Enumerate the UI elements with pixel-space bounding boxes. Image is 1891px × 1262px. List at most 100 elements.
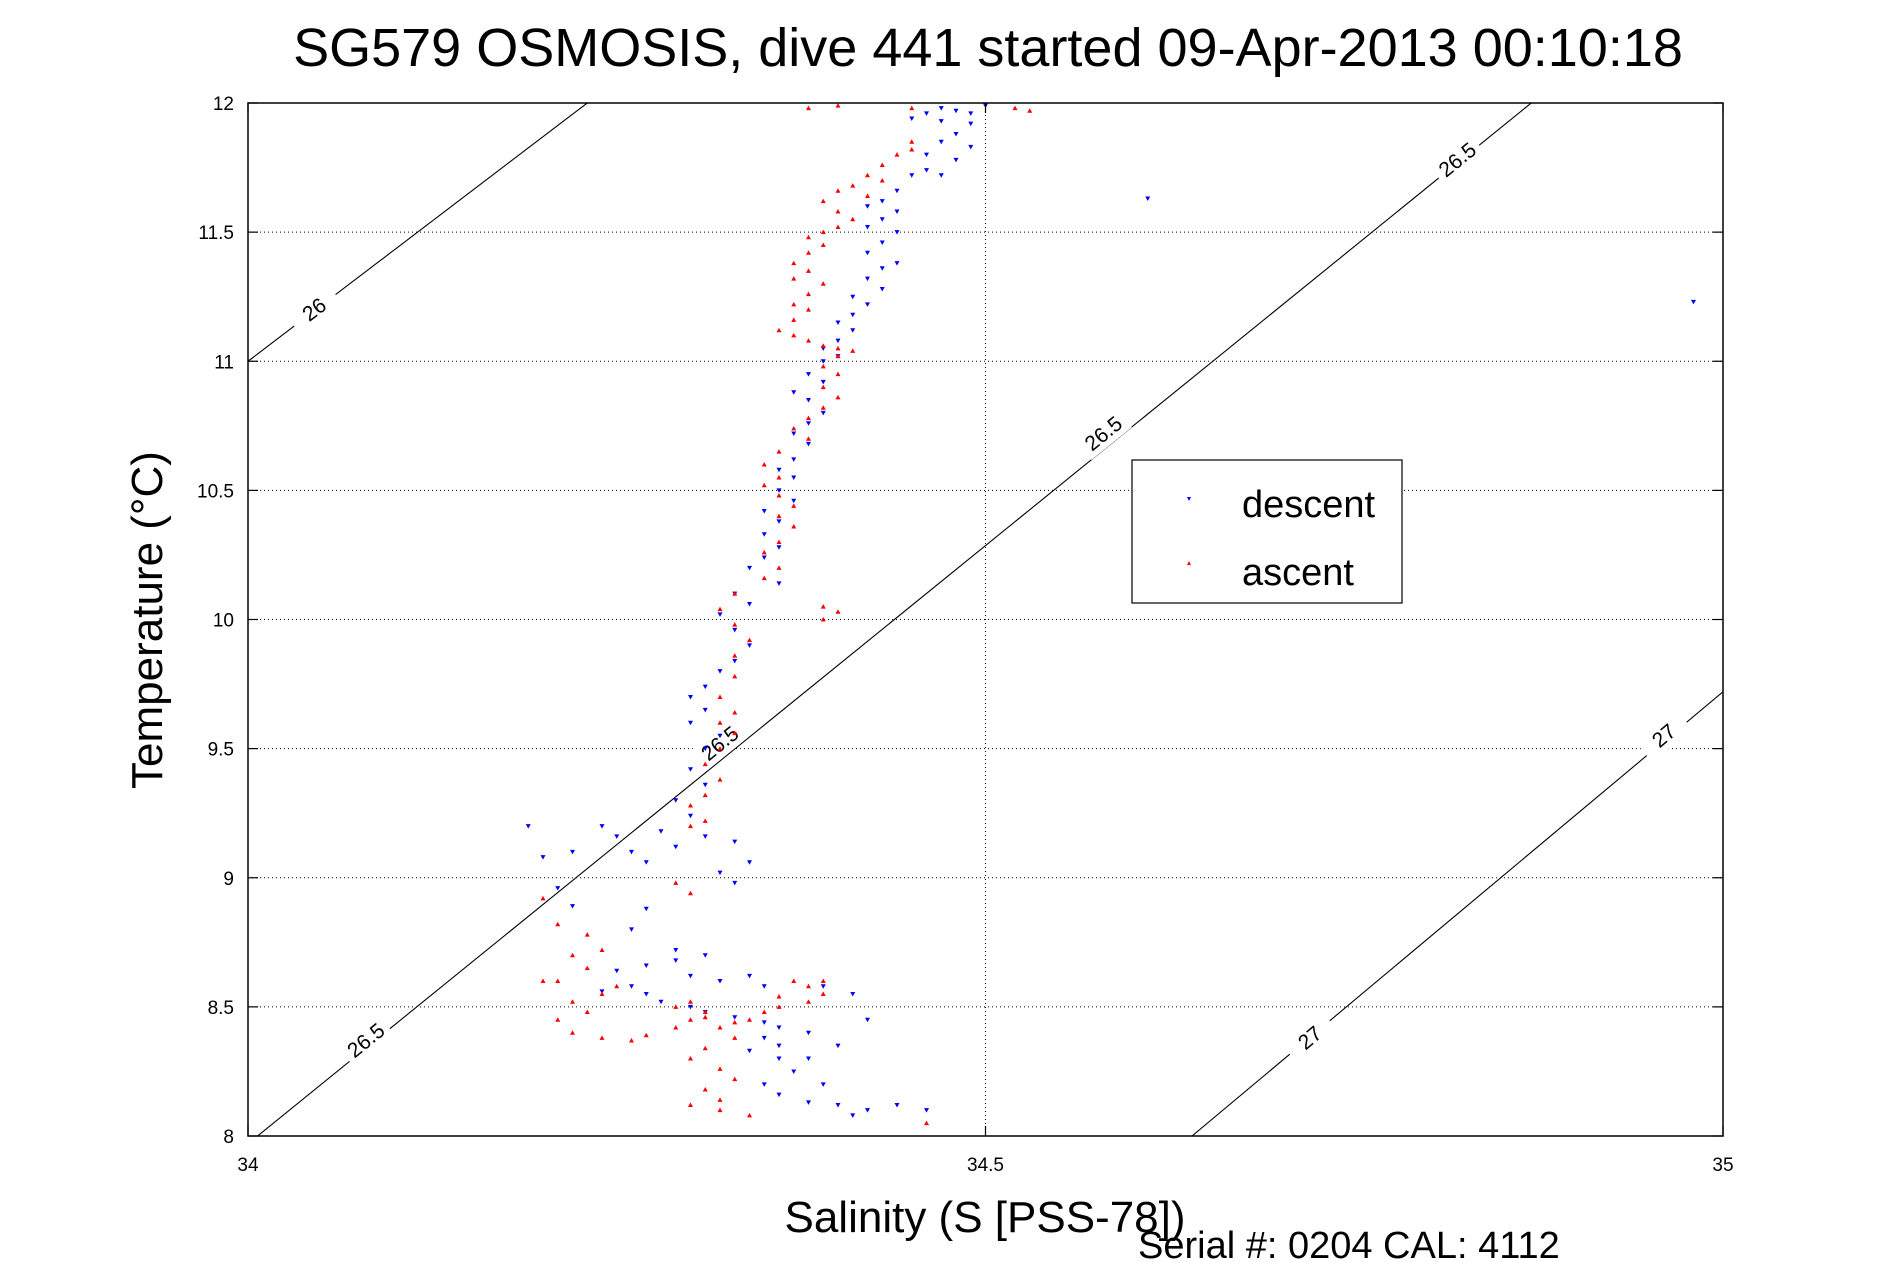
ascent-point <box>688 823 693 829</box>
ascent-point <box>776 565 782 570</box>
ascent-point <box>776 539 782 545</box>
x-tick-label: 34.5 <box>967 1155 1004 1176</box>
ascent-point <box>629 1037 634 1043</box>
descent-point <box>791 498 797 504</box>
descent-point <box>614 968 620 974</box>
descent-point <box>850 294 856 300</box>
descent-point <box>747 860 752 865</box>
descent-point <box>850 328 856 333</box>
ascent-point <box>806 250 811 255</box>
isopycnal-label-bg <box>1429 133 1486 187</box>
ascent-point <box>702 1014 708 1020</box>
descent-point <box>688 720 693 726</box>
descent-point <box>702 684 708 690</box>
ascent-point <box>879 162 885 167</box>
ascent-point <box>806 436 811 441</box>
ascent-point <box>702 792 708 798</box>
ascent-point <box>702 1087 708 1092</box>
ascent-point <box>761 462 767 467</box>
ascent-point <box>584 1009 590 1015</box>
descent-point <box>820 359 826 364</box>
isopycnal-label-bg <box>691 716 749 770</box>
descent-point <box>540 855 546 860</box>
descent-point <box>688 973 693 979</box>
y-tick-label: 10.5 <box>197 481 234 502</box>
x-axis-label: Salinity (S [PSS-78]) <box>784 1193 1185 1242</box>
descent-point <box>732 880 738 886</box>
descent-point <box>732 1015 738 1020</box>
ascent-point <box>806 234 811 240</box>
descent-point <box>791 457 797 462</box>
descent-point <box>629 849 634 855</box>
y-axis-label: Temperature (°C) <box>123 451 172 789</box>
ascent-point <box>835 353 841 359</box>
ascent-point <box>850 183 856 188</box>
descent-point <box>747 643 752 648</box>
descent-point <box>894 1103 900 1108</box>
descent-point <box>894 209 900 214</box>
descent-point <box>717 870 723 876</box>
ascent-point <box>732 653 738 658</box>
chart-title: SG579 OSMOSIS, dive 441 started 09-Apr-2… <box>293 18 1683 78</box>
descent-point <box>643 991 649 997</box>
ascent-point <box>879 177 885 183</box>
descent-point <box>776 467 782 473</box>
descent-point <box>909 173 915 178</box>
descent-point <box>820 410 826 416</box>
descent-point <box>776 488 782 493</box>
descent-point <box>806 421 811 426</box>
data-points <box>525 103 1696 1126</box>
descent-point <box>732 627 738 633</box>
y-tick-label: 10 <box>213 611 234 632</box>
descent-point <box>747 565 752 571</box>
ascent-point <box>732 709 738 715</box>
descent-point <box>717 612 723 617</box>
ascent-point <box>806 999 811 1004</box>
descent-point <box>614 834 620 839</box>
descent-point <box>865 1017 870 1023</box>
ascent-point <box>850 216 856 222</box>
ascent-point <box>776 994 782 999</box>
ascent-point <box>732 1019 738 1025</box>
descent-point <box>953 108 959 114</box>
descent-point <box>761 532 767 537</box>
ascent-point <box>806 415 811 421</box>
descent-point <box>806 441 811 447</box>
descent-point <box>879 266 885 271</box>
ascent-point <box>835 345 841 351</box>
ascent-point <box>555 1017 561 1022</box>
descent-point <box>879 240 885 245</box>
descent-point <box>806 397 811 403</box>
ascent-point <box>806 983 811 989</box>
descent-point <box>776 1092 782 1098</box>
descent-point <box>688 694 693 700</box>
isopycnal-label-bg <box>1281 1011 1339 1065</box>
ascent-point <box>673 1004 679 1009</box>
y-tick-label: 12 <box>213 94 234 115</box>
descent-point <box>879 217 885 222</box>
descent-point <box>850 312 856 318</box>
legend: descent ascent <box>1131 459 1403 604</box>
ascent-point <box>584 932 590 937</box>
descent-point <box>717 669 723 674</box>
ascent-point <box>717 1097 723 1102</box>
ascent-point <box>791 301 797 307</box>
ascent-point <box>835 394 841 400</box>
ascent-point <box>702 818 708 823</box>
ascent-point <box>702 761 708 767</box>
ascent-point <box>776 513 782 519</box>
descent-point <box>570 904 575 909</box>
descent-point <box>924 168 929 173</box>
descent-point <box>761 509 767 514</box>
isopycnal-line <box>256 103 1532 1136</box>
ascent-point <box>732 1076 738 1082</box>
ascent-point <box>791 276 797 281</box>
ascent-point <box>717 606 723 612</box>
descent-point <box>820 379 826 385</box>
descent-point <box>953 131 959 137</box>
ascent-point <box>806 338 811 343</box>
descent-point <box>732 658 738 664</box>
ascent-point <box>1012 105 1018 111</box>
descent-point <box>850 1113 856 1118</box>
